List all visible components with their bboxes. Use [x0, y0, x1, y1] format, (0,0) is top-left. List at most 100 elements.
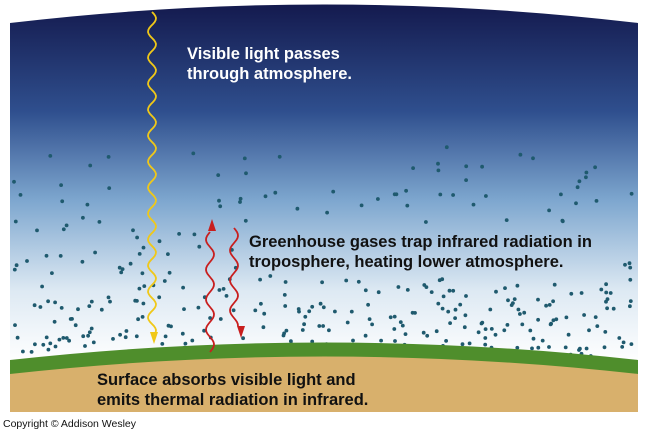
dot-icon: [57, 337, 62, 342]
dot-icon: [58, 254, 63, 258]
dot-icon: [137, 252, 142, 256]
dot-icon: [12, 179, 16, 184]
dot-icon: [142, 284, 147, 288]
dot-icon: [137, 286, 142, 291]
dot-icon: [83, 344, 87, 348]
dot-icon: [53, 300, 57, 305]
dot-icon: [604, 282, 608, 287]
dot-icon: [463, 313, 468, 318]
dot-icon: [604, 290, 609, 295]
dot-icon: [404, 188, 408, 193]
dot-icon: [376, 197, 380, 201]
dot-icon: [516, 307, 521, 312]
dot-icon: [59, 306, 64, 310]
dot-icon: [594, 199, 599, 203]
dot-icon: [91, 340, 96, 345]
dot-icon: [483, 327, 488, 331]
dot-icon: [302, 322, 306, 327]
dot-icon: [605, 306, 609, 311]
dot-icon: [18, 193, 23, 197]
dot-icon: [444, 145, 449, 150]
dot-icon: [540, 338, 545, 343]
infrared-rays: [205, 219, 245, 353]
dot-icon: [530, 346, 534, 351]
dot-icon: [405, 203, 410, 208]
visible-light-label-line-2: through atmosphere.: [187, 65, 353, 84]
dot-icon: [595, 324, 600, 328]
dot-icon: [243, 218, 248, 223]
dot-icon: [544, 303, 548, 308]
dot-icon: [344, 278, 349, 283]
dot-icon: [363, 288, 368, 293]
dot-icon: [363, 333, 368, 338]
dot-icon: [398, 320, 403, 324]
dot-icon: [85, 202, 90, 207]
surface-label: Surface absorbs visible light and emits …: [97, 370, 368, 410]
dot-icon: [283, 304, 288, 308]
dot-icon: [157, 295, 162, 300]
dot-icon: [599, 287, 604, 292]
dot-icon: [202, 328, 207, 333]
dot-icon: [60, 199, 65, 204]
dot-icon: [44, 253, 49, 258]
dot-icon: [584, 170, 589, 175]
dot-icon: [327, 328, 331, 333]
dot-icon: [515, 345, 520, 350]
dot-icon: [52, 319, 57, 324]
dot-icon: [133, 298, 138, 303]
dot-icon: [464, 294, 468, 298]
surface-label-line-2: emits thermal radiation in infrared.: [97, 391, 369, 410]
dot-icon: [536, 317, 540, 322]
dot-icon: [181, 285, 186, 290]
dot-icon: [627, 261, 632, 266]
dot-icon: [136, 317, 141, 322]
dot-icon: [611, 306, 616, 311]
dot-icon: [512, 297, 517, 301]
dot-icon: [584, 175, 588, 180]
grass-surface: [10, 342, 638, 374]
dot-icon: [61, 336, 66, 340]
dot-icon: [503, 286, 507, 290]
dot-icon: [476, 330, 481, 335]
dot-icon: [89, 299, 94, 304]
dot-icon: [15, 335, 20, 340]
ground: [10, 347, 638, 412]
dot-icon: [253, 308, 258, 313]
dot-icon: [531, 336, 536, 341]
dot-icon: [242, 156, 247, 161]
yellow-wavy-arrow-icon: [150, 332, 158, 344]
dot-icon: [261, 325, 266, 330]
dot-icon: [403, 332, 408, 336]
dot-icon: [584, 346, 589, 351]
dot-icon: [424, 285, 429, 289]
dot-icon: [50, 271, 54, 275]
dot-icon: [628, 299, 633, 303]
dot-icon: [80, 259, 85, 264]
dot-icon: [575, 185, 580, 190]
dot-icon: [464, 164, 469, 169]
dot-icon: [520, 322, 525, 327]
dot-icon: [64, 336, 69, 340]
dot-icon: [551, 318, 556, 323]
dot-icon: [119, 270, 124, 275]
dot-icon: [38, 305, 43, 309]
dot-icon: [13, 323, 17, 327]
dot-icon: [300, 328, 305, 332]
dot-icon: [396, 285, 401, 289]
dot-icon: [33, 342, 37, 347]
dot-icon: [547, 303, 552, 307]
dot-icon: [169, 324, 173, 329]
dot-icon: [628, 277, 633, 282]
dot-icon: [356, 279, 361, 284]
dot-icon: [238, 196, 243, 201]
dot-icon: [629, 342, 634, 346]
dot-icon: [447, 288, 452, 293]
dot-icon: [620, 345, 625, 349]
dot-icon: [484, 194, 488, 198]
dot-icon: [282, 331, 286, 336]
atmosphere: [10, 4, 638, 362]
dot-icon: [551, 299, 555, 304]
dot-icon: [273, 190, 278, 195]
dot-icon: [163, 334, 168, 339]
